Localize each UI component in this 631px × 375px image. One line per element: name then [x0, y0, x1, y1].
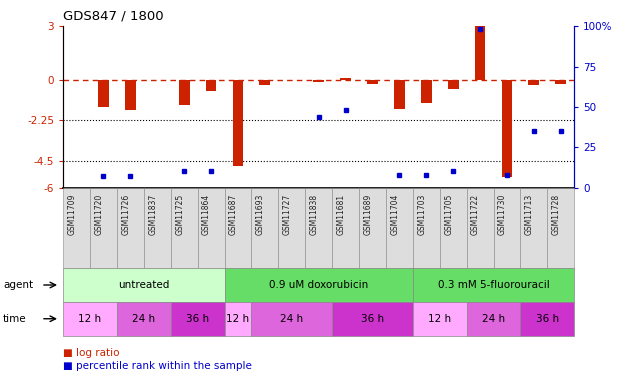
Text: GSM11726: GSM11726 [121, 194, 131, 235]
Bar [198, 188, 225, 268]
Text: 0.3 mM 5-fluorouracil: 0.3 mM 5-fluorouracil [438, 280, 550, 290]
Bar [413, 188, 440, 268]
Text: GSM11689: GSM11689 [363, 194, 372, 235]
Bar [233, 80, 244, 166]
Bar [117, 302, 171, 336]
Bar [278, 188, 305, 268]
Text: GSM11725: GSM11725 [175, 194, 184, 235]
Bar [413, 268, 574, 302]
Bar [63, 268, 225, 302]
Bar [225, 188, 251, 268]
Bar [421, 80, 432, 103]
Text: GSM11693: GSM11693 [256, 194, 265, 236]
Bar [413, 302, 466, 336]
Bar [529, 80, 540, 86]
Text: GSM11722: GSM11722 [471, 194, 480, 235]
Text: 36 h: 36 h [536, 314, 559, 324]
Text: 36 h: 36 h [186, 314, 209, 324]
Bar [493, 188, 521, 268]
Bar [466, 188, 493, 268]
Text: 36 h: 36 h [361, 314, 384, 324]
Text: GSM11838: GSM11838 [310, 194, 319, 235]
Bar [251, 302, 332, 336]
Text: 24 h: 24 h [133, 314, 155, 324]
Text: GSM11728: GSM11728 [551, 194, 561, 235]
Bar [475, 26, 485, 80]
Bar [340, 78, 351, 80]
Text: GSM11727: GSM11727 [283, 194, 292, 235]
Text: GSM11687: GSM11687 [229, 194, 238, 235]
Bar [448, 80, 459, 89]
Text: GSM11703: GSM11703 [417, 194, 427, 236]
Text: GSM11709: GSM11709 [68, 194, 76, 236]
Text: GSM11730: GSM11730 [498, 194, 507, 236]
Bar [502, 80, 512, 177]
Bar [179, 80, 189, 105]
Text: GSM11704: GSM11704 [391, 194, 399, 236]
Bar [98, 80, 109, 107]
Bar [359, 188, 386, 268]
Text: agent: agent [3, 280, 33, 290]
Text: 24 h: 24 h [482, 314, 505, 324]
Text: GSM11713: GSM11713 [525, 194, 534, 235]
Text: 24 h: 24 h [280, 314, 304, 324]
Bar [171, 188, 198, 268]
Text: 12 h: 12 h [78, 314, 102, 324]
Text: GSM11705: GSM11705 [444, 194, 453, 236]
Bar [521, 302, 574, 336]
Bar [206, 80, 216, 91]
Bar [251, 188, 278, 268]
Bar [547, 188, 574, 268]
Bar [225, 268, 413, 302]
Bar [313, 80, 324, 82]
Text: GDS847 / 1800: GDS847 / 1800 [63, 9, 163, 22]
Text: 12 h: 12 h [428, 314, 451, 324]
Text: GSM11720: GSM11720 [95, 194, 103, 235]
Bar [367, 80, 378, 84]
Bar [332, 302, 413, 336]
Text: ■ log ratio: ■ log ratio [63, 348, 120, 357]
Bar [555, 80, 566, 84]
Bar [63, 188, 90, 268]
Bar [259, 80, 270, 86]
Bar [90, 188, 117, 268]
Text: GSM11681: GSM11681 [336, 194, 346, 235]
Text: GSM11864: GSM11864 [202, 194, 211, 235]
Bar [125, 80, 136, 111]
Bar [521, 188, 547, 268]
Bar [171, 302, 225, 336]
Text: 0.9 uM doxorubicin: 0.9 uM doxorubicin [269, 280, 369, 290]
Bar [440, 188, 466, 268]
Bar [117, 188, 144, 268]
Text: 12 h: 12 h [227, 314, 249, 324]
Bar [225, 302, 251, 336]
Text: GSM11837: GSM11837 [148, 194, 157, 235]
Text: ■ percentile rank within the sample: ■ percentile rank within the sample [63, 361, 252, 370]
Bar [63, 302, 117, 336]
Text: time: time [3, 314, 27, 324]
Bar [386, 188, 413, 268]
Bar [332, 188, 359, 268]
Bar [394, 80, 404, 109]
Bar [466, 302, 521, 336]
Bar [305, 188, 332, 268]
Bar [144, 188, 171, 268]
Text: untreated: untreated [118, 280, 170, 290]
